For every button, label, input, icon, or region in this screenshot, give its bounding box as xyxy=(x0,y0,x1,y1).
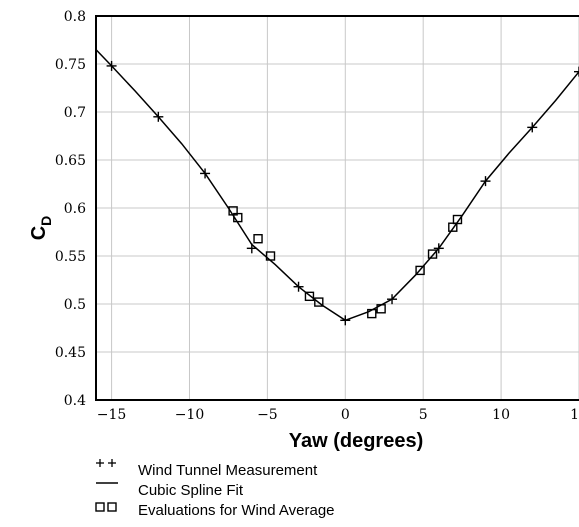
y-tick-label: 0.6 xyxy=(64,201,86,217)
y-tick-label: 0.7 xyxy=(64,105,86,121)
legend-item-evaluations: Evaluations for Wind Average xyxy=(95,502,335,519)
measurement-plus-marker xyxy=(340,315,351,326)
measurement-plus-marker xyxy=(480,176,491,187)
y-axis-title-main: C xyxy=(28,226,50,240)
y-tick-label: 0.4 xyxy=(64,393,86,409)
series-group xyxy=(95,49,579,326)
legend-square-marker-icon xyxy=(95,502,117,512)
x-tick-label: −10 xyxy=(175,407,205,423)
y-tick-label: 0.8 xyxy=(64,9,86,25)
measurement-plus-marker xyxy=(574,66,579,77)
legend-label-evaluations: Evaluations for Wind Average xyxy=(138,502,335,519)
x-tick-label: 0 xyxy=(341,407,350,423)
evaluation-square-marker xyxy=(233,212,243,223)
plot-frame xyxy=(95,15,579,401)
measurement-plus-marker xyxy=(153,111,164,122)
evaluation-square-marker xyxy=(265,251,276,261)
x-tick-label: −5 xyxy=(257,407,278,423)
legend: Wind Tunnel Measurement Cubic Spline Fit… xyxy=(95,459,335,519)
x-tick-label: 10 xyxy=(492,407,510,423)
y-axis-title: CD xyxy=(28,216,54,241)
y-axis-ticks: 0.4 0.45 0.5 0.55 0.6 0.65 0.7 0.75 0.8 xyxy=(55,9,86,409)
x-tick-label: 5 xyxy=(419,407,428,423)
x-axis-ticks: −15 −10 −5 0 5 10 15 xyxy=(97,407,579,423)
legend-item-measurement: Wind Tunnel Measurement xyxy=(96,459,318,479)
legend-item-spline: Cubic Spline Fit xyxy=(96,482,244,499)
measurement-plus-marker xyxy=(246,243,257,254)
evaluation-square-marker xyxy=(253,234,263,244)
x-tick-label: −15 xyxy=(97,407,127,423)
measurement-plus-marker xyxy=(106,60,117,71)
y-tick-label: 0.75 xyxy=(55,57,86,73)
spline-fit-line xyxy=(95,49,579,322)
y-axis-title-sub: D xyxy=(38,216,54,226)
evaluation-square-marker xyxy=(376,304,386,314)
legend-plus-marker-icon xyxy=(96,459,116,467)
evaluation-square-marker xyxy=(452,214,463,225)
evaluation-square-marker xyxy=(304,291,315,302)
measurement-plus-marker xyxy=(527,122,538,133)
measurement-plus-marker xyxy=(293,281,304,292)
y-tick-label: 0.45 xyxy=(55,345,86,361)
evaluation-square-marker xyxy=(415,265,425,276)
grid-lines xyxy=(96,15,579,401)
measurement-plus-marker xyxy=(433,243,444,254)
evaluation-square-marker xyxy=(427,249,438,259)
y-tick-label: 0.5 xyxy=(64,297,86,313)
x-axis-title: Yaw (degrees) xyxy=(289,430,424,452)
y-tick-label: 0.65 xyxy=(55,153,86,169)
evaluation-square-marker xyxy=(367,308,377,319)
legend-label-spline: Cubic Spline Fit xyxy=(138,482,244,499)
measurement-plus-marker xyxy=(200,168,211,179)
evaluation-square-marker xyxy=(314,297,324,307)
measurement-plus-marker xyxy=(387,294,398,305)
x-tick-label: 15 xyxy=(570,407,579,423)
legend-label-measurement: Wind Tunnel Measurement xyxy=(138,462,318,479)
y-tick-label: 0.55 xyxy=(55,249,86,265)
